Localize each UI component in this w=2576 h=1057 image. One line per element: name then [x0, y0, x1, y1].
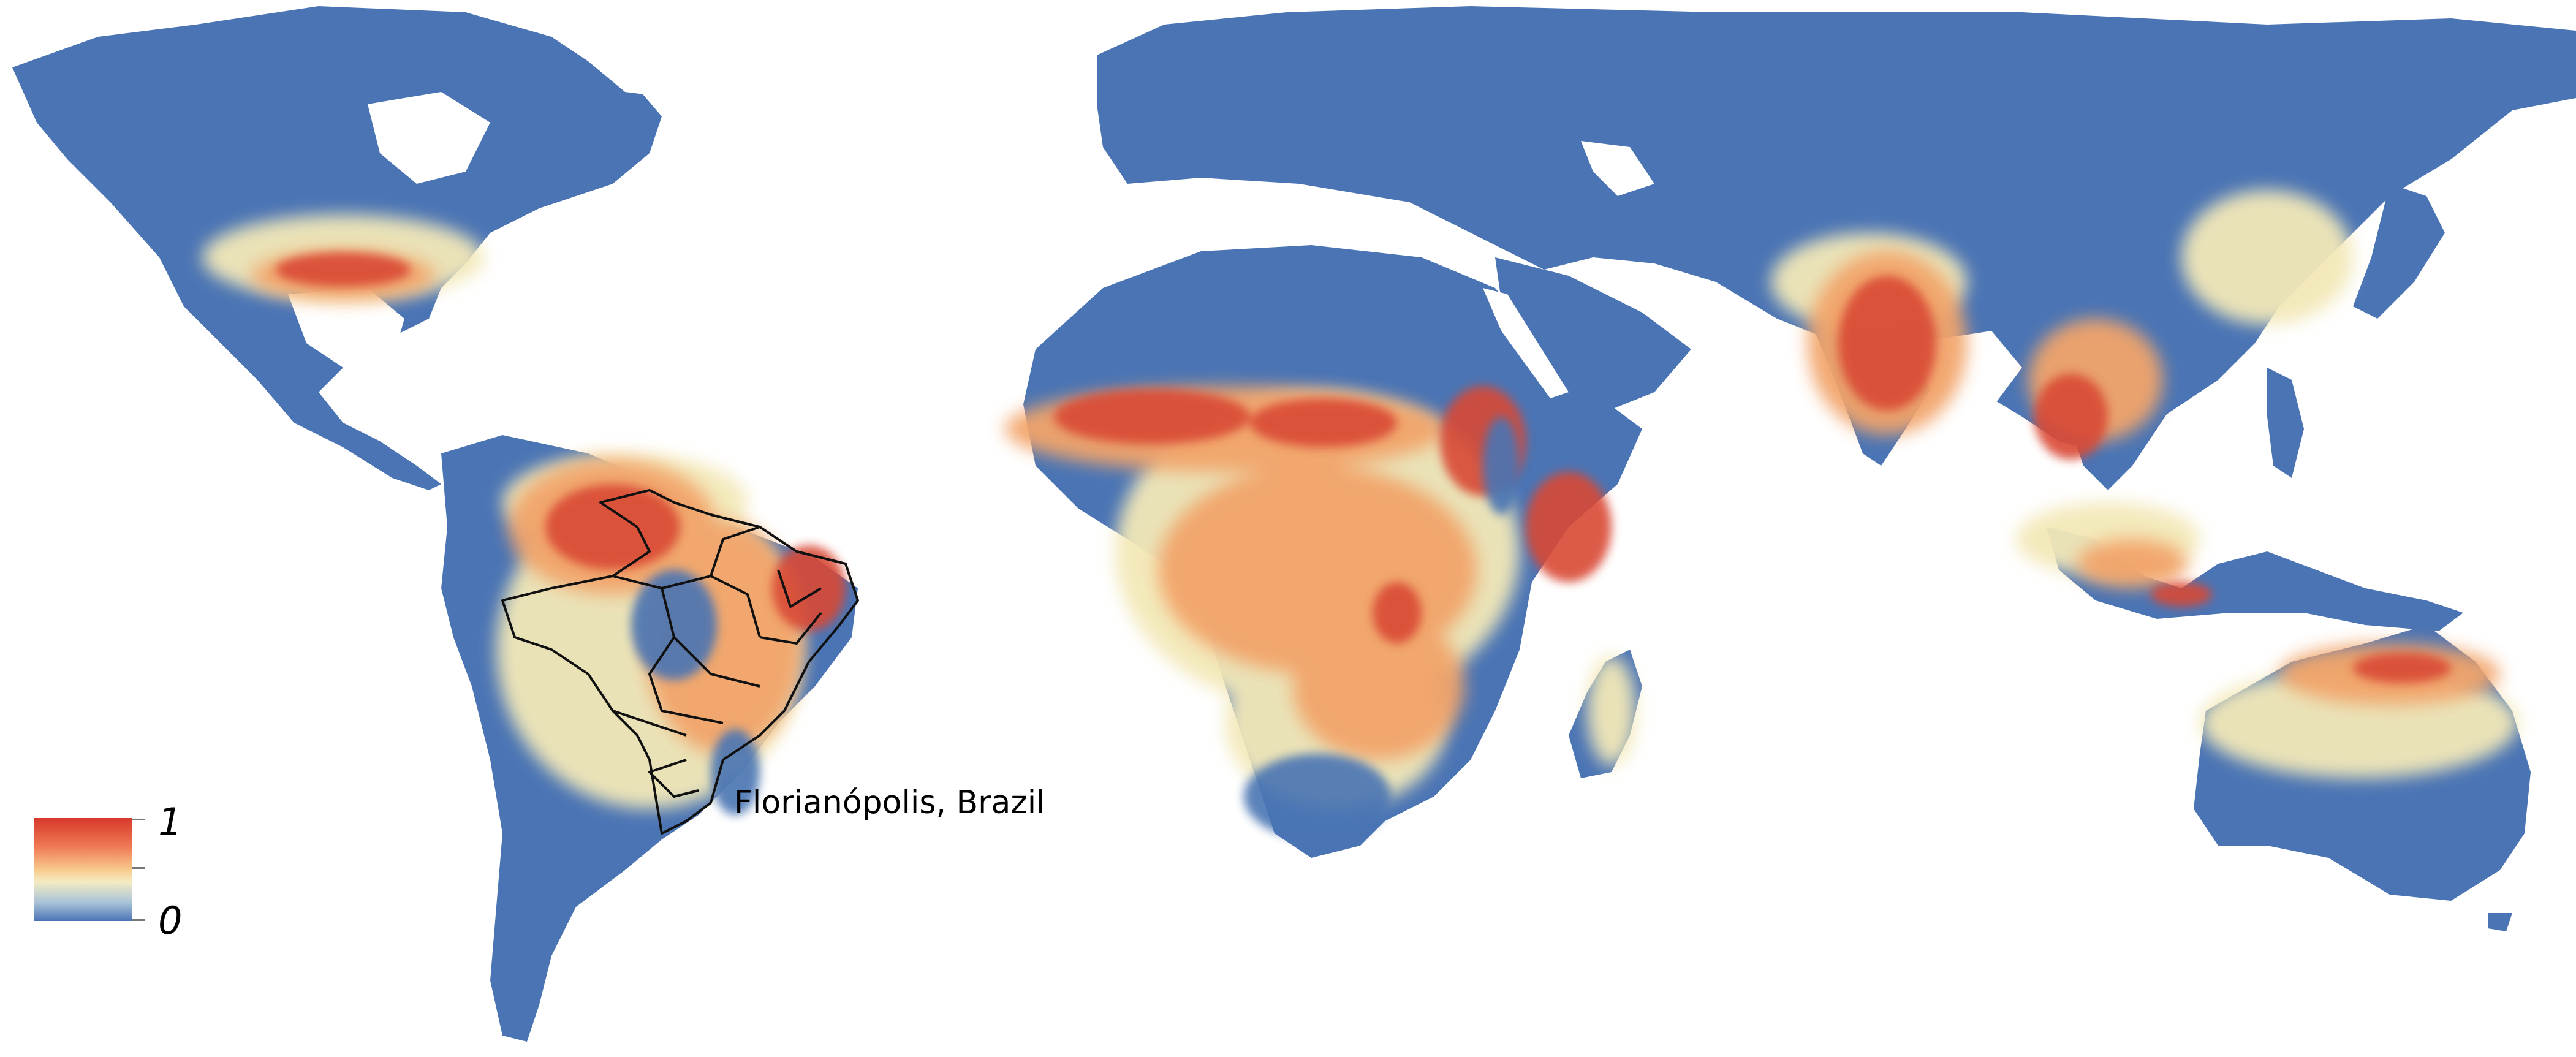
legend-min-label: 0 — [158, 898, 183, 943]
suitability-high-layer — [276, 252, 2451, 683]
persian-gulf — [1642, 294, 1703, 331]
brazil-state-borders — [501, 489, 859, 835]
black-caspian-sea — [1581, 141, 1654, 196]
japan — [2353, 184, 2445, 319]
eurasia — [1097, 6, 2576, 453]
legend-max-label: 1 — [158, 800, 183, 844]
legend-tick-mid — [132, 867, 145, 869]
red-sea — [1483, 288, 1569, 398]
indonesia — [2047, 527, 2463, 631]
philippines — [2267, 368, 2304, 478]
water-cutouts — [288, 92, 2022, 423]
legend-tick-max — [132, 819, 145, 820]
tasmania — [2488, 913, 2512, 931]
legend-tick-min — [132, 919, 145, 921]
low-value-patches — [631, 417, 1520, 839]
city-annotation: Florianópolis, Brazil — [734, 784, 1045, 821]
legend-color-bar — [34, 818, 132, 921]
hudson-bay — [368, 92, 490, 184]
mediterranean — [1127, 178, 1471, 251]
gulf-of-mexico — [288, 288, 404, 368]
greenland — [539, 0, 772, 98]
caribbean — [392, 343, 588, 417]
